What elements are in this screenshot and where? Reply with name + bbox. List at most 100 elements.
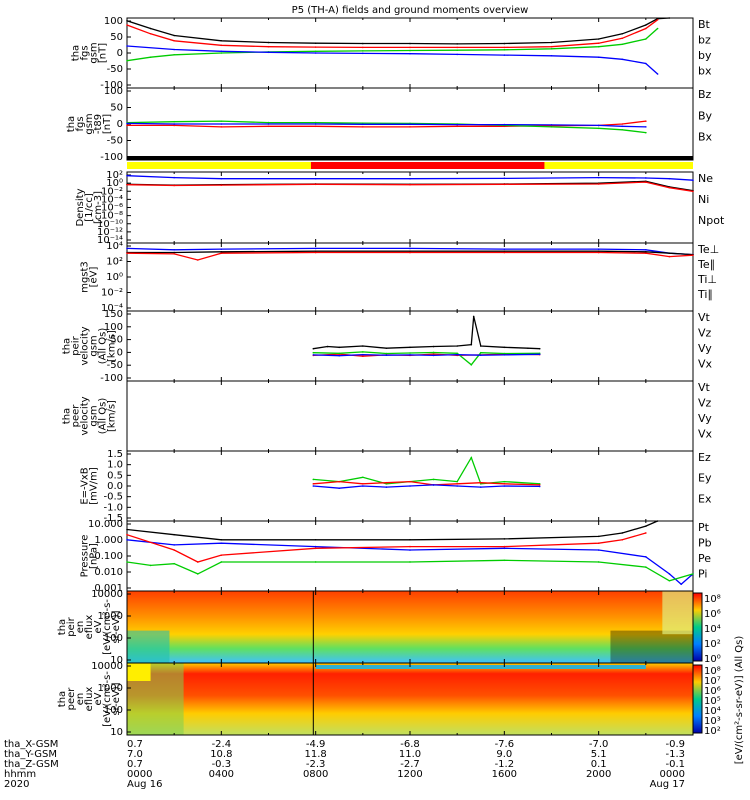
data-point bbox=[173, 124, 175, 127]
y-tick-label: 1000 bbox=[98, 611, 123, 622]
x-tick-label: 0800 bbox=[303, 769, 328, 780]
data-point bbox=[645, 27, 647, 30]
data-point bbox=[220, 52, 223, 54]
data-point bbox=[550, 48, 553, 50]
colorbar-tick-label: 10² bbox=[704, 639, 721, 650]
y-tick-label: 100 bbox=[104, 86, 123, 97]
data-point bbox=[432, 354, 435, 357]
x-row-label: tha_Y-GSM bbox=[4, 749, 57, 760]
heatmap-noise-region bbox=[610, 630, 693, 663]
data-point bbox=[314, 52, 317, 54]
legend-entry: Vt bbox=[698, 311, 711, 324]
data-point bbox=[220, 39, 223, 42]
data-point bbox=[668, 573, 671, 575]
data-point bbox=[220, 248, 223, 250]
data-point bbox=[362, 122, 364, 124]
legend-entry: Vz bbox=[698, 397, 712, 410]
data-point bbox=[149, 27, 152, 30]
y-tick-label: 10 bbox=[110, 655, 123, 666]
y-tick-label: -50 bbox=[107, 360, 123, 371]
y-axis-label: gsm bbox=[89, 42, 100, 63]
data-point bbox=[456, 123, 458, 126]
y-axis-label: sr-eV)] bbox=[111, 610, 122, 643]
data-point bbox=[668, 177, 671, 180]
x-row-label: hhmm bbox=[4, 769, 36, 780]
x-row-value: -1.3 bbox=[665, 749, 685, 760]
y-tick-label: 10⁻⁴ bbox=[101, 303, 123, 314]
y-axis-label: peir bbox=[71, 335, 82, 355]
data-point bbox=[503, 547, 506, 550]
y-tick-label: 0.001 bbox=[94, 583, 123, 594]
data-point bbox=[126, 252, 128, 254]
data-point bbox=[126, 247, 128, 250]
x-tick-label: 0000 bbox=[127, 769, 152, 780]
x-row-value: 5.1 bbox=[591, 749, 607, 760]
mode-bar-red bbox=[310, 162, 545, 169]
data-point bbox=[456, 46, 458, 49]
data-point bbox=[173, 53, 175, 56]
legend-entry: Vz bbox=[698, 327, 712, 340]
data-point bbox=[362, 123, 364, 126]
y-axis-label: tha bbox=[71, 45, 82, 61]
colorbar-tick-label: 10⁷ bbox=[704, 676, 721, 687]
data-point bbox=[314, 538, 317, 541]
x-row-value: -7.6 bbox=[495, 739, 515, 750]
data-point bbox=[432, 351, 435, 354]
data-point bbox=[409, 46, 411, 49]
legend-entry: Bx bbox=[698, 131, 713, 144]
y-tick-label: -100 bbox=[100, 152, 123, 163]
data-point bbox=[196, 573, 199, 575]
data-point bbox=[668, 579, 671, 582]
series-line-Pt bbox=[126, 520, 658, 541]
data-point bbox=[503, 485, 506, 487]
data-point bbox=[597, 45, 600, 48]
data-point bbox=[456, 480, 458, 483]
colorbar-tick-label: 10⁰ bbox=[704, 654, 721, 665]
data-point bbox=[503, 354, 506, 356]
data-point bbox=[362, 52, 364, 55]
data-point bbox=[312, 354, 315, 356]
legend-entry: By bbox=[698, 109, 713, 122]
data-point bbox=[470, 343, 473, 346]
x-tick-label: 0000 bbox=[660, 769, 685, 780]
colorbar-tick-label: 10² bbox=[704, 726, 721, 737]
data-point bbox=[220, 184, 223, 186]
legend-entry: Ti∥ bbox=[697, 288, 713, 301]
y-tick-label: 10⁻¹⁴ bbox=[97, 235, 123, 246]
data-point bbox=[173, 249, 175, 251]
legend-entry: Ni bbox=[698, 193, 709, 206]
data-point bbox=[338, 352, 341, 355]
data-point bbox=[479, 481, 482, 484]
data-point bbox=[220, 542, 223, 544]
data-point bbox=[338, 354, 341, 357]
data-point bbox=[220, 120, 223, 122]
y-tick-label: 0 bbox=[117, 119, 123, 130]
data-point bbox=[503, 545, 506, 548]
data-point bbox=[503, 248, 506, 250]
data-point bbox=[597, 42, 600, 44]
y-tick-label: 10⁻² bbox=[101, 186, 123, 197]
series-line-Te∥ bbox=[127, 250, 694, 256]
y-axis-label: tha bbox=[57, 691, 68, 707]
legend-entry: Bz bbox=[698, 88, 712, 101]
y-axis-label: [cm-3] bbox=[93, 191, 104, 224]
y-axis-label: peer bbox=[71, 404, 82, 428]
data-point bbox=[220, 123, 223, 125]
y-axis-label: Pressure bbox=[80, 535, 91, 578]
y-axis-label: [nT] bbox=[102, 114, 113, 134]
data-point bbox=[362, 485, 364, 487]
data-point bbox=[220, 554, 223, 556]
data-point bbox=[692, 179, 694, 182]
y-tick-label: -0.5 bbox=[103, 492, 123, 503]
data-point bbox=[597, 250, 600, 252]
data-point bbox=[656, 18, 659, 21]
y-axis-label: [1/cc] bbox=[84, 193, 95, 222]
data-point bbox=[126, 538, 128, 541]
data-point bbox=[645, 177, 647, 179]
date-label-start: Aug 16 bbox=[127, 779, 162, 790]
y-tick-label: 0.100 bbox=[94, 551, 123, 562]
data-point bbox=[409, 561, 411, 563]
data-point bbox=[597, 124, 600, 127]
data-point bbox=[267, 123, 270, 125]
data-point bbox=[470, 364, 473, 366]
